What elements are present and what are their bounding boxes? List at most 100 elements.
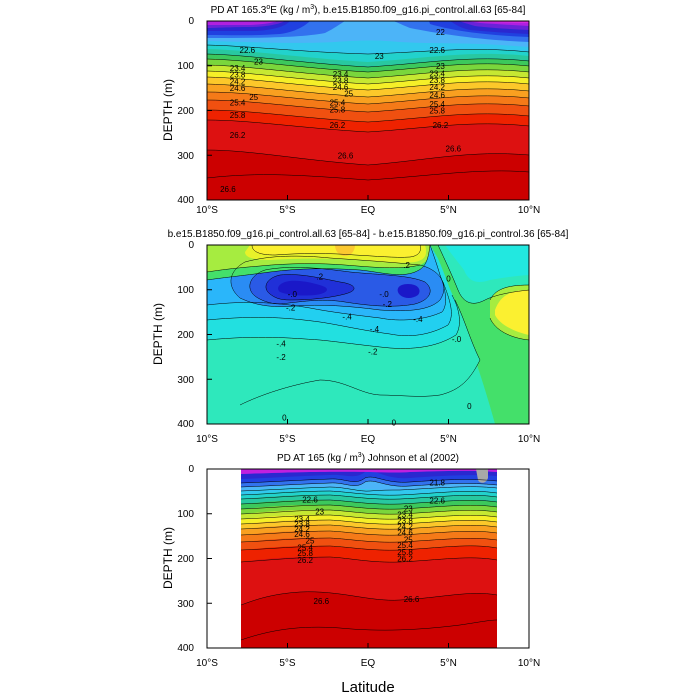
contour-label: 25: [404, 535, 413, 544]
contour-label: 24.6: [397, 529, 413, 538]
x-tick-label: 5°N: [440, 658, 457, 669]
contour-label: 25.8: [297, 549, 313, 558]
contour-label: 0: [467, 402, 472, 411]
contour-label: 26.6: [446, 145, 462, 154]
contour-label: -.0: [452, 335, 462, 344]
panel-2-fill: [207, 245, 529, 424]
y-tick-label: 400: [177, 419, 194, 430]
contour-label: .2: [403, 261, 410, 270]
contour-label: .2: [316, 272, 323, 281]
contour-label: 26.6: [404, 595, 420, 604]
panel-1-title: PD AT 165.3oE (kg / m3), b.e15.B1850.f09…: [211, 4, 526, 16]
contour-label: 25.4: [429, 100, 445, 109]
contour-label: 25.4: [397, 541, 413, 550]
panel-2-title: b.e15.B1850.f09_g16.pi_control.all.63 [6…: [168, 229, 569, 240]
contour-label: 26.6: [220, 185, 236, 194]
contour-label: 24.6: [429, 91, 445, 100]
contour-label: 22: [436, 28, 445, 37]
contour-label: 25.8: [429, 107, 445, 116]
contour-label: 23.4: [294, 515, 310, 524]
contour-label: 22.6: [429, 496, 445, 505]
contour-label: 25: [249, 93, 258, 102]
contour-label: -.0: [379, 290, 389, 299]
panel-1-tick-marks: [206, 20, 530, 201]
contour-label: 24.2: [294, 525, 310, 534]
x-tick-label: 5°S: [279, 658, 296, 669]
y-tick-label: 300: [177, 375, 194, 386]
contour-label: 26.2: [433, 121, 449, 130]
contour-label: 0: [392, 419, 397, 428]
x-tick-label: 5°S: [279, 434, 296, 445]
x-axis-label: Latitude: [341, 679, 394, 696]
contour-label: 25.4: [297, 543, 313, 552]
panel-1-x-ticks: 10°S 5°S EQ 5°N 10°N: [196, 205, 540, 216]
y-tick-label: 0: [188, 464, 194, 475]
y-tick-label: 200: [177, 106, 194, 117]
x-tick-label: 10°N: [518, 205, 540, 216]
contour-label: 24.6: [294, 530, 310, 539]
contour-label: -.4: [342, 313, 352, 322]
panel-2-contour-labels: .2.20-.0-.2-.0-.2-.4 -.4-.4-.4-.2-.2-.000…: [276, 261, 472, 428]
contour-label: 25: [306, 537, 315, 546]
contour-label: 26.6: [338, 151, 354, 160]
panel-2-tick-marks: [206, 244, 530, 425]
y-tick-label: 200: [177, 554, 194, 565]
contour-label: 23.8: [333, 77, 349, 86]
panel-3-fill: [241, 469, 497, 648]
x-tick-label: 5°S: [279, 205, 296, 216]
contour-label: -.4: [276, 339, 286, 348]
contour-label: -.0: [288, 290, 298, 299]
x-tick-label: 5°N: [440, 434, 457, 445]
x-tick-label: 10°S: [196, 658, 218, 669]
contour-label: 22.6: [240, 46, 256, 55]
contour-label: 0: [446, 275, 451, 284]
contour-label: -.2: [276, 353, 286, 362]
panel-1-fill: [207, 21, 529, 200]
contour-label: 23: [315, 508, 324, 517]
contour-label: 0: [282, 413, 287, 422]
contour-label: -.2: [368, 348, 378, 357]
contour-label: 23.8: [397, 517, 413, 526]
panel-1-mean-density: PD AT 165.3oE (kg / m3), b.e15.B1850.f09…: [161, 4, 540, 216]
y-tick-label: 300: [177, 599, 194, 610]
panel-2-y-axis-label: DEPTH (m): [151, 303, 165, 365]
contour-label: 21.8: [429, 478, 445, 487]
contour-label: 26.2: [230, 131, 246, 140]
panel-1-y-axis-label: DEPTH (m): [161, 79, 175, 141]
panel-1-contour-labels: 22.62323.423.824.224.62525.425.826.226.6…: [220, 28, 462, 194]
y-tick-label: 100: [177, 509, 194, 520]
y-tick-label: 100: [177, 61, 194, 72]
y-tick-label: 300: [177, 151, 194, 162]
contour-label: 23.8: [429, 76, 445, 85]
contour-label: 24.2: [397, 522, 413, 531]
panel-1-y-ticks: 0 100 200 300 400: [177, 16, 194, 206]
contour-label: 24.6: [333, 83, 349, 92]
y-tick-label: 200: [177, 330, 194, 341]
x-tick-label: 5°N: [440, 205, 457, 216]
contour-label: 22.6: [429, 46, 445, 55]
contour-label: 25.8: [230, 111, 246, 120]
contour-label: 25: [344, 90, 353, 99]
contour-label: -.2: [286, 304, 296, 313]
contour-label: 24.2: [230, 77, 246, 86]
panel-3-title: PD AT 165 (kg / m3) Johnson et al (2002): [277, 452, 459, 464]
contour-label: 23.4: [397, 511, 413, 520]
y-tick-label: 0: [188, 240, 194, 251]
x-tick-label: 10°N: [518, 658, 540, 669]
contour-label: 26.2: [297, 556, 313, 565]
y-tick-label: 0: [188, 16, 194, 27]
contour-label: 25.8: [330, 106, 346, 115]
x-tick-label: EQ: [361, 658, 376, 669]
x-tick-label: 10°S: [196, 434, 218, 445]
contour-label: 26.2: [330, 121, 346, 130]
contour-label: 22.6: [302, 495, 318, 504]
contour-label: 26.2: [397, 555, 413, 564]
panel-2-x-ticks: 10°S 5°S EQ 5°N 10°N: [196, 434, 540, 445]
contour-label: 23: [436, 62, 445, 71]
x-tick-label: 10°S: [196, 205, 218, 216]
contour-label: 26.6: [314, 597, 330, 606]
contour-label: 24.2: [429, 83, 445, 92]
contour-label: 23: [254, 57, 263, 66]
panel-3-y-axis-label: DEPTH (m): [161, 527, 175, 589]
